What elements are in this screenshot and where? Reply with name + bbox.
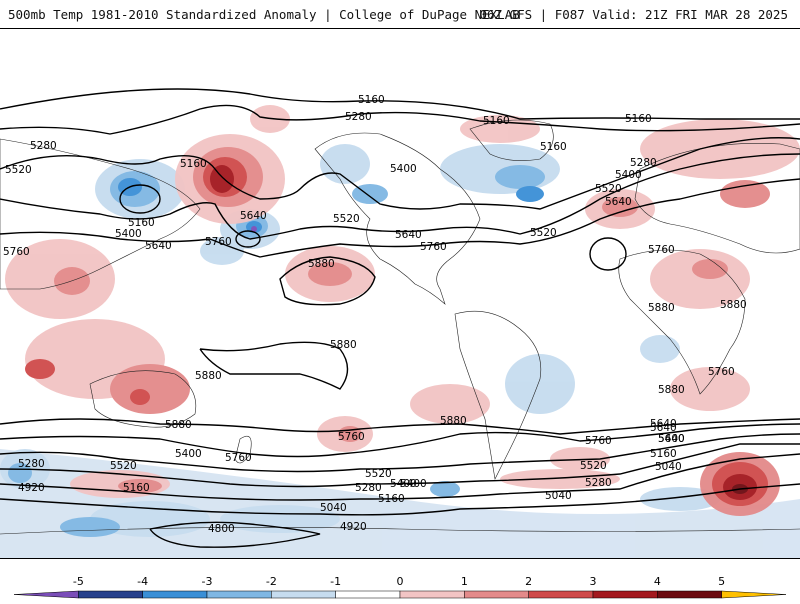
contour-label: 5400 bbox=[400, 478, 427, 490]
colorbar-bar bbox=[13, 590, 787, 599]
contour-label: 4800 bbox=[208, 523, 235, 535]
contour-label: 5760 bbox=[585, 435, 612, 447]
contour-label: 5160 bbox=[128, 217, 155, 229]
contour-label: 5640 bbox=[650, 422, 677, 434]
anomaly-colorbar: -5 -4 -3 -2 -1 0 1 2 3 4 5 bbox=[0, 565, 800, 600]
colorbar-tick-label: -2 bbox=[266, 575, 277, 588]
height-contours bbox=[0, 88, 800, 548]
contour-label: 5280 bbox=[18, 458, 45, 470]
contour-label: 5160 bbox=[625, 113, 652, 125]
negative-anomaly-shading bbox=[0, 144, 800, 558]
colorbar-segment bbox=[464, 590, 529, 599]
contour-label: 5520 bbox=[530, 227, 557, 239]
contour-label: 5760 bbox=[3, 246, 30, 258]
colorbar-tick-label: -1 bbox=[330, 575, 341, 588]
colorbar-tick-label: -5 bbox=[73, 575, 84, 588]
contour-label: 5760 bbox=[338, 431, 365, 443]
contour-label: 5040 bbox=[320, 502, 347, 514]
contour-label: 5640 bbox=[658, 433, 685, 445]
contour-label: 5760 bbox=[648, 244, 675, 256]
contour-label: 5280 bbox=[630, 157, 657, 169]
colorbar-tick-label: -4 bbox=[137, 575, 148, 588]
contour-label: 5880 bbox=[720, 299, 747, 311]
contour-label: 5280 bbox=[585, 477, 612, 489]
contour-label: 5160 bbox=[358, 94, 385, 106]
contour-label: 5880 bbox=[648, 302, 675, 314]
model-run-info: 06Z GFS | F087 Valid: 21Z FRI MAR 28 202… bbox=[479, 7, 788, 22]
contour-label: 5040 bbox=[655, 461, 682, 473]
contour-label: 5400 bbox=[115, 228, 142, 240]
contour-label: 5400 bbox=[658, 433, 685, 445]
contour-label: 5400 bbox=[175, 448, 202, 460]
contour-label: 5400 bbox=[390, 478, 417, 490]
anomaly-map: 5160 5280 5280 5520 5160 5400 5640 5760 … bbox=[0, 28, 800, 559]
contour-label: 5640 bbox=[145, 240, 172, 252]
contour-label: 5880 bbox=[165, 419, 192, 431]
colorbar-tick-label: 2 bbox=[525, 575, 532, 588]
contour-label: 5400 bbox=[390, 163, 417, 175]
colorbar-segment bbox=[399, 590, 465, 599]
colorbar-segment bbox=[592, 590, 658, 599]
colorbar-tick-label: -3 bbox=[202, 575, 213, 588]
contour-label: 5160 bbox=[378, 493, 405, 505]
colorbar-tick-label: 0 bbox=[397, 575, 404, 588]
contour-label: 5760 bbox=[225, 452, 252, 464]
contour-label: 5520 bbox=[110, 460, 137, 472]
colorbar-segment bbox=[142, 590, 208, 599]
contour-label: 5760 bbox=[420, 241, 447, 253]
contour-label: 5880 bbox=[658, 384, 685, 396]
contour-label: 5520 bbox=[595, 183, 622, 195]
contour-label: 5280 bbox=[30, 140, 57, 152]
contour-label: 5640 bbox=[395, 229, 422, 241]
contour-label: 5760 bbox=[708, 366, 735, 378]
contour-label: 5520 bbox=[333, 213, 360, 225]
colorbar-tick-label: 4 bbox=[654, 575, 661, 588]
colorbar-tick-label: 5 bbox=[718, 575, 725, 588]
colorbar-segment bbox=[657, 590, 722, 599]
colorbar-segment bbox=[335, 590, 401, 599]
contour-label: 5040 bbox=[545, 490, 572, 502]
contour-label: 4920 bbox=[18, 482, 45, 494]
colorbar-tick-label: 1 bbox=[461, 575, 468, 588]
colorbar-segment bbox=[13, 590, 79, 599]
chart-title: 500mb Temp 1981-2010 Standardized Anomal… bbox=[8, 7, 520, 22]
colorbar-tick-labels: -5 -4 -3 -2 -1 0 1 2 3 4 5 bbox=[73, 575, 725, 588]
colorbar-segment bbox=[721, 590, 787, 599]
contour-label: 5280 bbox=[345, 111, 372, 123]
contour-label: 4920 bbox=[340, 521, 367, 533]
contour-labels: 5160 5280 5280 5520 5160 5400 5640 5760 … bbox=[3, 94, 747, 535]
contour-label: 5160 bbox=[540, 141, 567, 153]
contour-label: 5880 bbox=[308, 258, 335, 270]
colorbar-segment bbox=[271, 590, 336, 599]
contour-label: 5640 bbox=[605, 196, 632, 208]
colorbar-segment bbox=[528, 590, 594, 599]
contour-label: 5520 bbox=[580, 460, 607, 472]
colorbar-segment bbox=[78, 590, 143, 599]
contour-label: 5880 bbox=[330, 339, 357, 351]
contour-label: 5880 bbox=[195, 370, 222, 382]
colorbar-tick-label: 3 bbox=[590, 575, 597, 588]
contour-label: 5160 bbox=[123, 482, 150, 494]
contour-label: 5160 bbox=[650, 448, 677, 460]
contour-label: 5520 bbox=[365, 468, 392, 480]
colorbar-segment bbox=[206, 590, 272, 599]
contour-label: 5520 bbox=[5, 164, 32, 176]
contour-label: 5880 bbox=[440, 415, 467, 427]
contour-label: 5280 bbox=[355, 482, 382, 494]
contour-label: 5400 bbox=[615, 169, 642, 181]
contour-label: 5160 bbox=[483, 115, 510, 127]
contour-label: 5760 bbox=[205, 236, 232, 248]
contour-label: 5640 bbox=[240, 210, 267, 222]
contour-label: 5160 bbox=[180, 158, 207, 170]
contour-label: 5640 bbox=[650, 418, 677, 430]
